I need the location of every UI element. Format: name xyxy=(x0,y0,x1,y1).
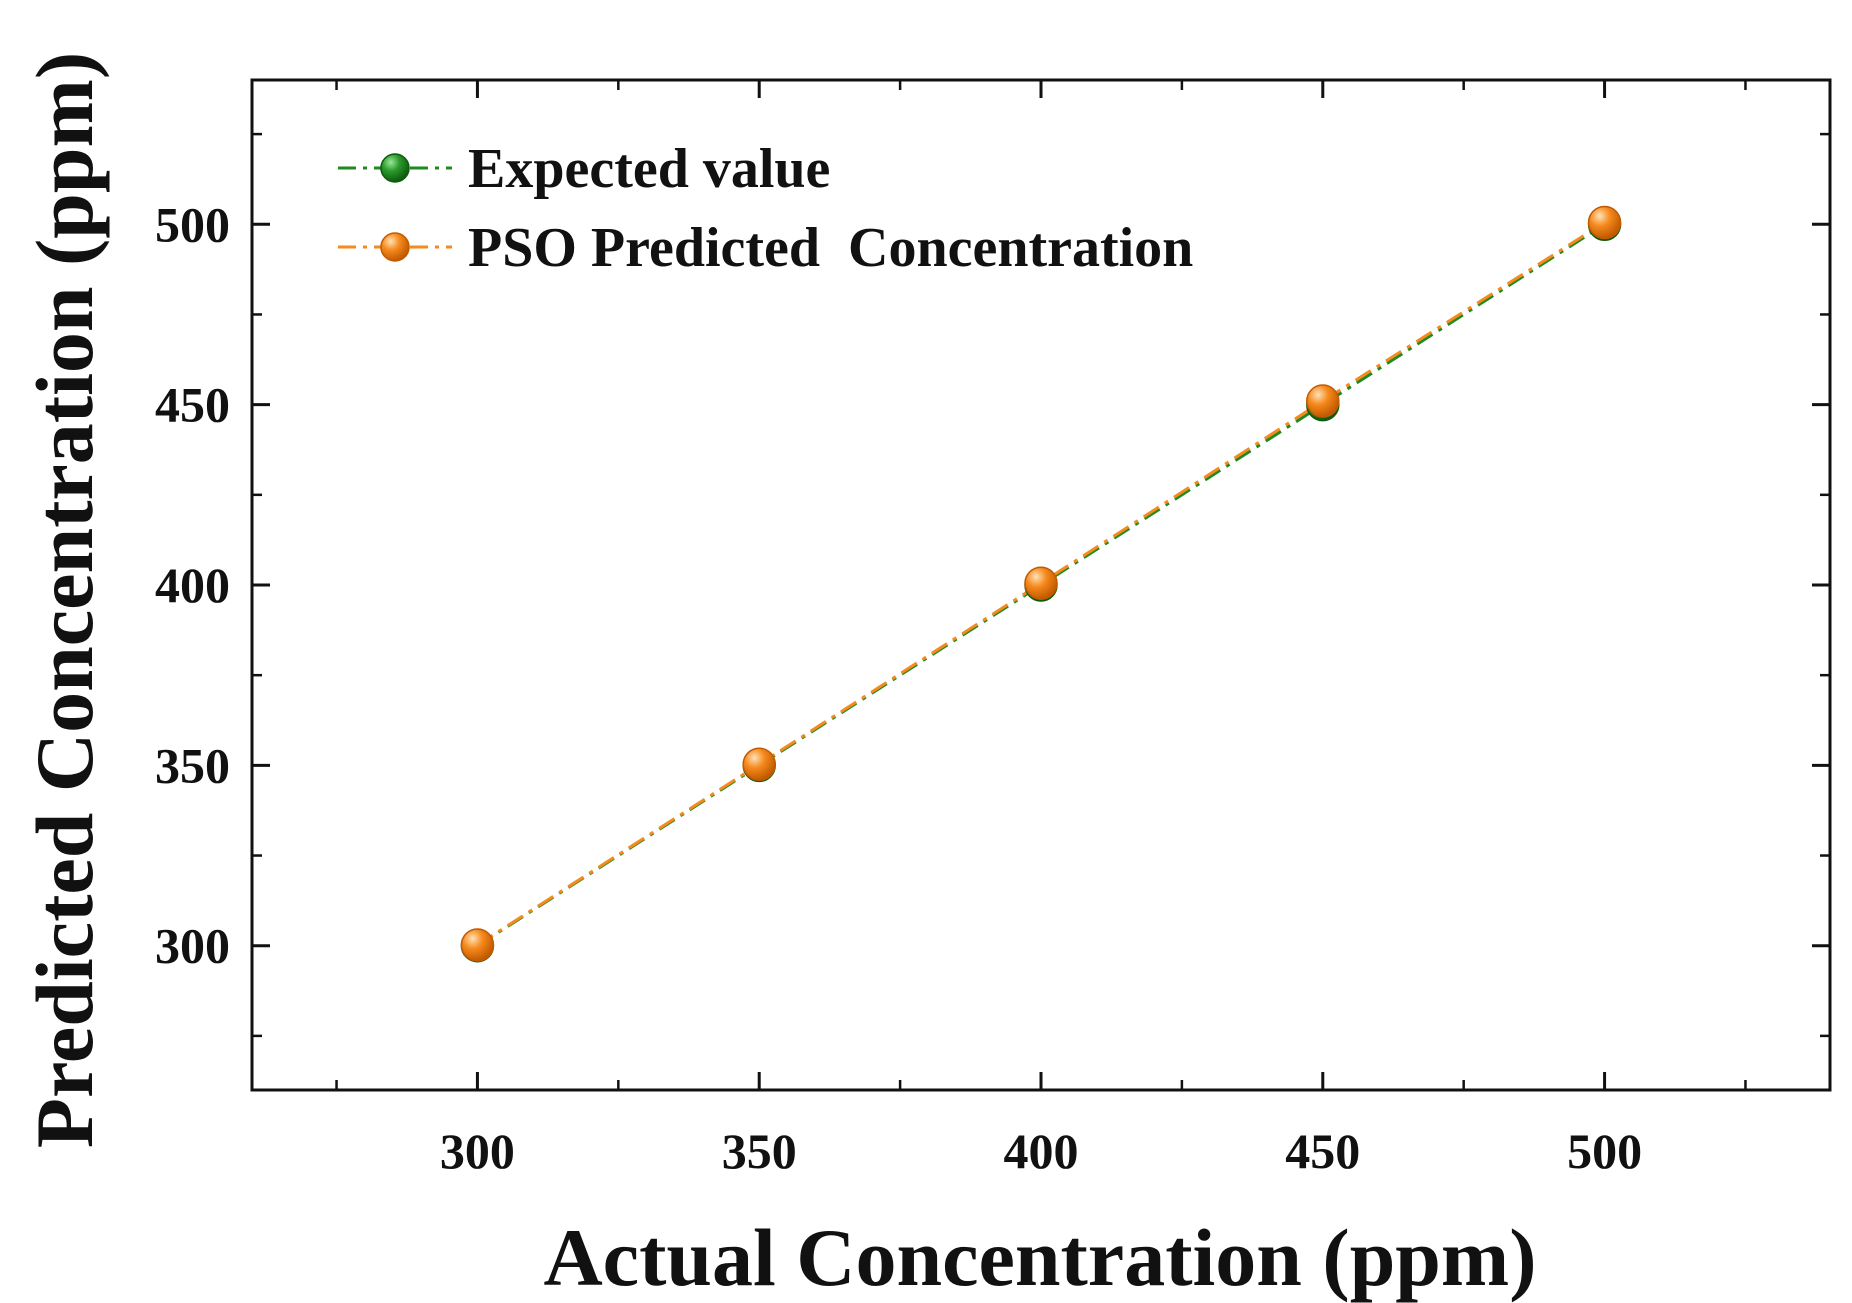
data-point-series-1 xyxy=(742,747,776,782)
y-tick-label: 500 xyxy=(155,196,230,252)
series-line-1 xyxy=(476,221,1606,947)
y-tick-label: 300 xyxy=(155,918,230,974)
x-tick-labels: 300 350 400 450 500 xyxy=(440,1123,1642,1179)
y-axis-title: Predicted Concentration (ppm) xyxy=(19,52,110,1148)
legend-label-expected: Expected value xyxy=(468,138,830,200)
y-tick-label: 350 xyxy=(155,737,230,793)
y-tick-label: 450 xyxy=(155,377,230,433)
series-markers xyxy=(460,205,1622,963)
data-point-series-1 xyxy=(1587,205,1622,240)
major-ticks xyxy=(252,80,1830,1090)
minor-ticks xyxy=(252,80,1830,1090)
legend-marker-pso xyxy=(380,232,410,262)
x-tick-label: 400 xyxy=(1004,1123,1079,1179)
data-point-series-1 xyxy=(1024,566,1058,600)
x-axis-title: Actual Concentration (ppm) xyxy=(543,1212,1536,1303)
x-tick-label: 500 xyxy=(1567,1123,1642,1179)
x-tick-label: 300 xyxy=(440,1123,515,1179)
series-lines xyxy=(476,221,1606,947)
legend: Expected value PSO Predicted Concentrati… xyxy=(338,138,1193,279)
x-tick-label: 350 xyxy=(722,1123,797,1179)
y-tick-labels: 300 350 400 450 500 xyxy=(155,196,230,973)
data-point-series-1 xyxy=(460,928,495,962)
y-tick-label: 400 xyxy=(155,557,230,613)
legend-label-pso: PSO Predicted Concentration xyxy=(468,217,1193,279)
data-point-series-1 xyxy=(1306,384,1340,418)
x-tick-label: 450 xyxy=(1285,1123,1360,1179)
legend-marker-expected xyxy=(380,153,410,183)
